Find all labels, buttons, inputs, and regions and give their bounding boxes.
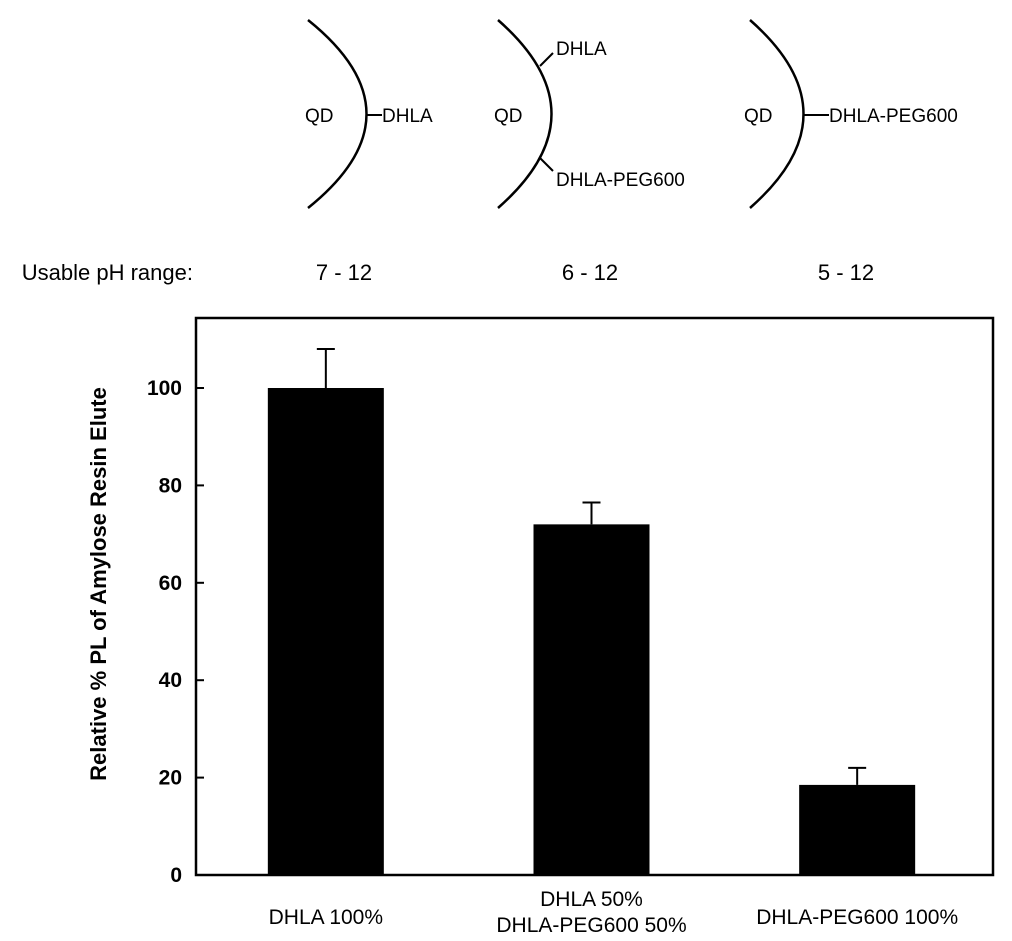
qd-core-label: QD (494, 106, 523, 127)
qd-diagram-dhla-peg600: QD DHLA-PEG600 (744, 19, 958, 209)
category-label: DHLA-PEG600 100% (756, 906, 958, 929)
ligand-label-dhla-peg600: DHLA-PEG600 (556, 170, 685, 191)
ph-range-value: 5 - 12 (818, 260, 874, 285)
ligand-label-dhla: DHLA (382, 106, 433, 127)
qd-core-label: QD (744, 106, 773, 127)
bar-chart: 0 20 40 60 80 100 DHLA 100% DHLA 50% DHLA-PEG60… (86, 316, 995, 937)
ph-range-row: Usable pH range: 7 - 12 6 - 12 5 - 12 (22, 260, 874, 285)
bar (267, 388, 384, 875)
y-tick-label: 20 (159, 767, 182, 790)
qd-diagram-dhla: QD DHLA (305, 19, 433, 209)
ligand-label-dhla-peg600: DHLA-PEG600 (829, 106, 958, 127)
bars (267, 388, 916, 875)
ligand-stem-bottom (539, 157, 554, 172)
y-axis: 0 20 40 60 80 100 (147, 377, 204, 887)
qd-core-label: QD (305, 106, 334, 127)
y-tick-label: 0 (170, 864, 182, 887)
ligand-label-dhla: DHLA (556, 39, 607, 60)
category-labels: DHLA 100% DHLA 50% DHLA-PEG600 50% DHLA-PEG… (269, 888, 959, 937)
category-label: DHLA 50% (540, 888, 643, 911)
bar (533, 524, 650, 875)
error-bars (316, 348, 867, 785)
ph-range-value: 7 - 12 (316, 260, 372, 285)
category-label: DHLA 100% (269, 906, 383, 929)
y-tick-label: 40 (159, 669, 182, 692)
qd-surface-arc (497, 19, 553, 209)
y-tick-label: 60 (159, 572, 182, 595)
ph-range-value: 6 - 12 (562, 260, 618, 285)
category-label: DHLA-PEG600 50% (496, 914, 686, 937)
ph-range-label: Usable pH range: (22, 260, 193, 285)
y-tick-label: 100 (147, 377, 182, 400)
ligand-stem-top (539, 52, 554, 67)
y-tick-label: 80 (159, 474, 182, 497)
qd-diagram-mixed: QD DHLA DHLA-PEG600 (494, 19, 685, 209)
y-axis-label: Relative % PL of Amylose Resin Elute (86, 387, 111, 781)
bar (799, 784, 916, 875)
